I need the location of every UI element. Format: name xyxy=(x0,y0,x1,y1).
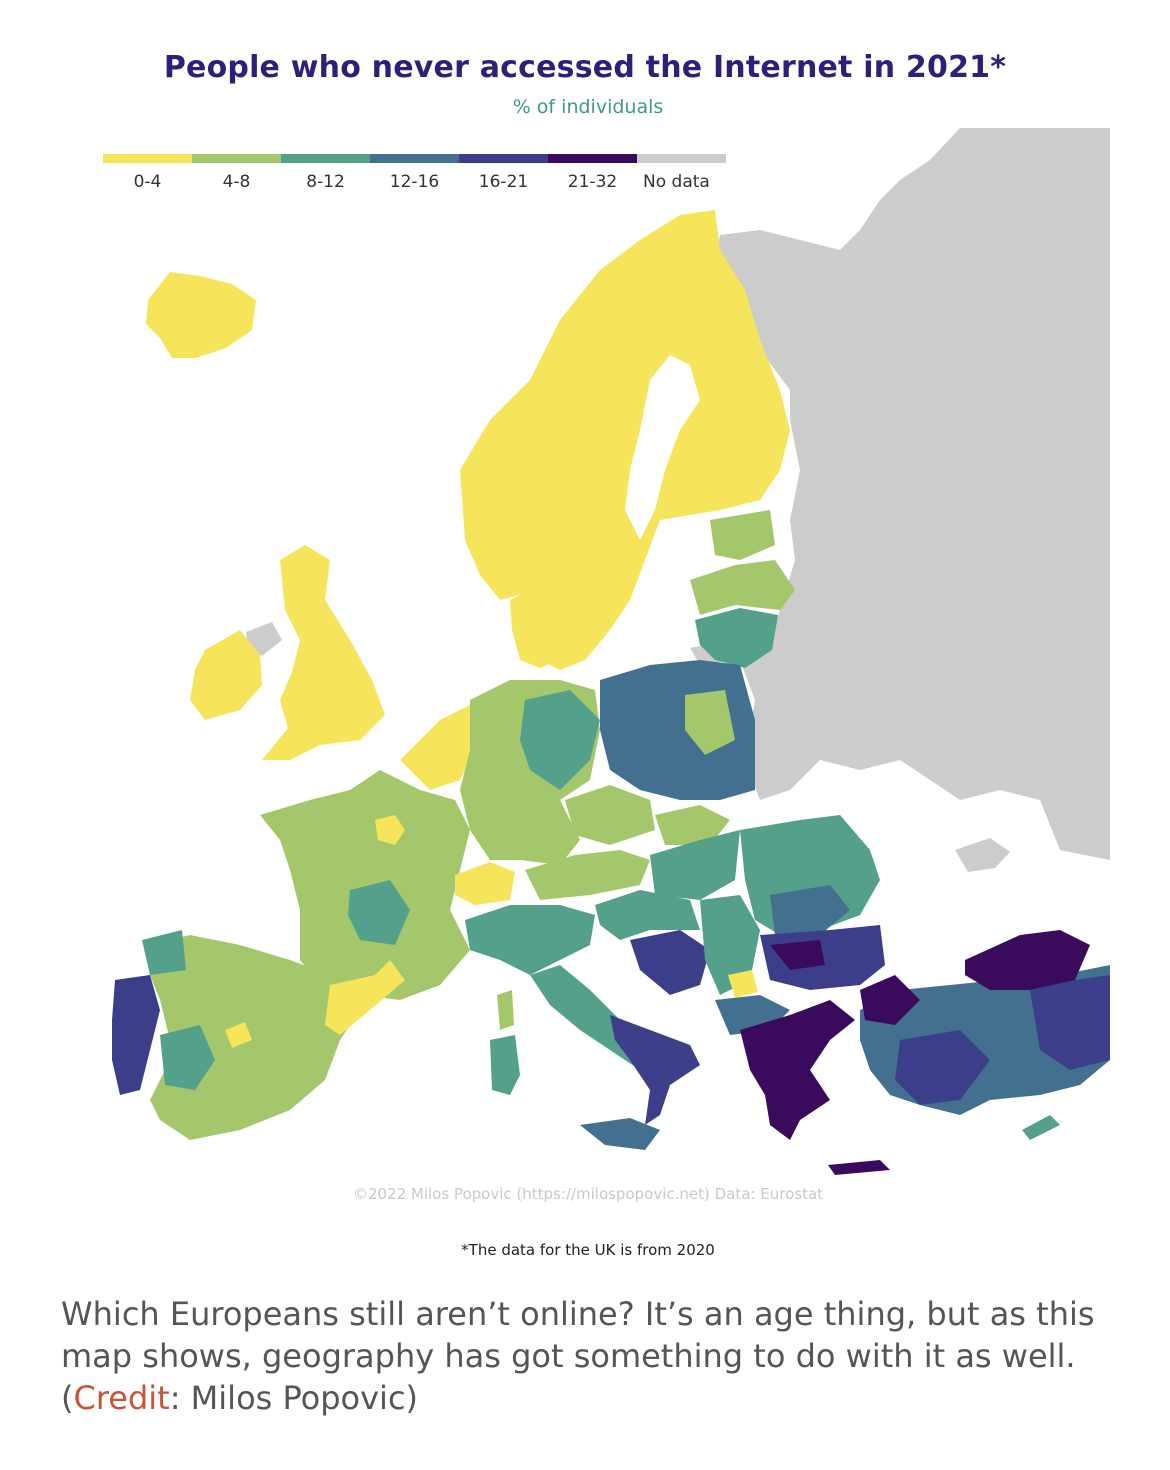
region-serbia xyxy=(700,895,760,995)
region-iceland xyxy=(146,272,256,358)
region-turkey-south xyxy=(895,1030,990,1105)
region-warsaw xyxy=(685,690,735,755)
map-footnote: *The data for the UK is from 2020 xyxy=(461,1241,715,1259)
region-france xyxy=(260,770,470,1000)
legend-item-21-32: 21-32 xyxy=(548,154,637,192)
credit-link[interactable]: Credit xyxy=(73,1379,170,1417)
region-romania-south xyxy=(770,885,850,935)
region-ireland xyxy=(190,630,262,720)
region-greece xyxy=(740,1000,855,1140)
region-sicily xyxy=(580,1118,660,1150)
region-turkey-east xyxy=(965,930,1090,990)
region-germany-east xyxy=(520,690,600,790)
region-great-britain xyxy=(262,545,385,760)
region-madrid xyxy=(225,1022,252,1048)
region-galicia xyxy=(142,930,186,975)
legend-label: 0-4 xyxy=(133,172,162,192)
legend-swatch xyxy=(548,154,637,163)
region-estonia xyxy=(710,510,775,560)
region-baltic-gulf xyxy=(625,355,700,540)
region-slovakia xyxy=(655,805,730,845)
legend-item-0-4: 0-4 xyxy=(103,154,192,192)
legend-item-8-12: 8-12 xyxy=(281,154,370,192)
region-portugal xyxy=(112,975,160,1095)
region-switzerland xyxy=(455,862,515,905)
article-caption: Which Europeans still aren’t online? It’… xyxy=(61,1293,1121,1419)
region-italy-north xyxy=(465,905,595,975)
region-slovenia-croatia xyxy=(595,890,700,940)
region-crimea xyxy=(955,838,1010,872)
region-spain xyxy=(150,935,370,1140)
caption-credit: : Milos Popovic) xyxy=(169,1379,419,1417)
region-russia xyxy=(715,128,1110,860)
europe-map xyxy=(112,128,1110,1175)
map-credit: ©2022 Milos Popovic (https://milospopovi… xyxy=(352,1185,824,1203)
region-latvia xyxy=(690,560,795,615)
legend-item-no-data: No data xyxy=(637,154,726,192)
legend-swatch xyxy=(370,154,459,163)
legend-label: 21-32 xyxy=(567,172,618,192)
legend-swatch xyxy=(103,154,192,163)
legend-label: No data xyxy=(643,172,710,192)
legend-label: 16-21 xyxy=(478,172,529,192)
legend-item-12-16: 12-16 xyxy=(370,154,459,192)
map-title: People who never accessed the Internet i… xyxy=(163,50,1007,85)
map-subtitle: % of individuals xyxy=(512,96,664,118)
region-crete xyxy=(828,1160,890,1175)
legend-swatch xyxy=(192,154,281,163)
legend-label: 4-8 xyxy=(222,172,251,192)
legend-swatch xyxy=(459,154,548,163)
legend-swatch xyxy=(281,154,370,163)
region-lithuania xyxy=(695,608,778,668)
region-denmark xyxy=(510,590,560,668)
region-france-center xyxy=(348,880,410,945)
region-paris xyxy=(375,815,405,845)
region-cyprus xyxy=(1022,1115,1060,1140)
region-kosovo xyxy=(728,970,758,998)
region-bosnia xyxy=(630,930,710,995)
region-hungary xyxy=(650,830,740,900)
region-italy-south xyxy=(610,1015,700,1125)
region-bulgaria-west xyxy=(770,940,825,970)
region-turkey-west xyxy=(860,975,920,1025)
caption-paren: ( xyxy=(61,1379,74,1417)
region-turkey-east-2 xyxy=(1030,975,1110,1070)
legend-swatch xyxy=(637,154,726,163)
caption-text: Which Europeans still aren’t online? It’… xyxy=(61,1295,1095,1375)
legend-label: 12-16 xyxy=(389,172,440,192)
region-corsica xyxy=(497,990,514,1030)
legend-item-4-8: 4-8 xyxy=(192,154,281,192)
region-austria xyxy=(525,850,650,900)
legend-label: 8-12 xyxy=(306,172,345,192)
region-czechia xyxy=(565,785,655,845)
region-catalonia xyxy=(325,960,405,1035)
region-sardinia xyxy=(490,1035,520,1095)
legend-item-16-21: 16-21 xyxy=(459,154,548,192)
region-benelux xyxy=(400,705,480,790)
region-spain-center xyxy=(160,1025,215,1090)
region-northern-ireland xyxy=(246,622,282,656)
region-scandinavia xyxy=(460,210,790,670)
